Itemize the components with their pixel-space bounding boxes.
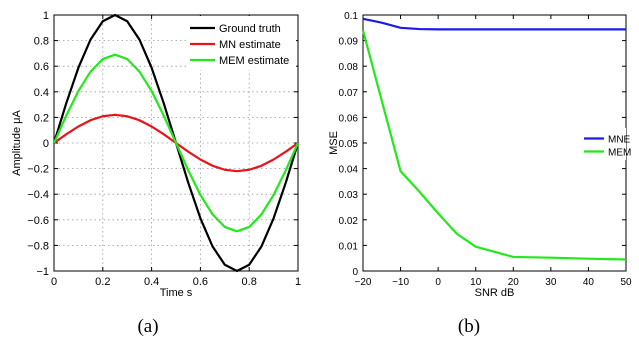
y-tick-label: 0.03 [339, 190, 359, 201]
y-tick-label: −0.8 [27, 240, 49, 252]
chart-panel-b: −20 −10 0 10 20 30 40 50 0 0.01 0.02 0.03 0.04 0.05 0.… [328, 11, 632, 337]
x-tick-label: 20 [508, 277, 520, 288]
y-tick-label: 0.04 [339, 165, 359, 176]
y-tick-label: 0 [352, 267, 358, 278]
series-line-mem [361, 30, 627, 261]
x-tick-label: 0.2 [95, 276, 110, 288]
series-line-mne [362, 17, 626, 31]
x-tick-label: 30 [545, 277, 557, 288]
y-axis-label: MSE [328, 131, 340, 155]
x-tick-label: 0 [51, 276, 57, 288]
y-tick-label: 0.01 [339, 241, 359, 252]
y-tick-label: 0.08 [339, 62, 359, 73]
x-tick-label: −20 [355, 277, 372, 288]
y-tick-label: 0.6 [34, 61, 49, 73]
y-tick-label: 1 [43, 10, 49, 22]
y-tick-label: 0.05 [339, 139, 359, 150]
figure-caption: (a) [137, 316, 158, 337]
legend-label: Ground truth [219, 23, 281, 35]
legend-box [580, 128, 626, 160]
x-tick-label: 0.8 [242, 276, 257, 288]
y-tick-label: 0 [43, 138, 49, 150]
y-tick-label: 0.8 [34, 36, 49, 48]
x-tick-label: 50 [620, 277, 632, 288]
y-tick-label: 0.2 [34, 112, 49, 124]
legend-label: MEM estimate [219, 55, 289, 67]
y-tick-label: 0.09 [339, 37, 359, 48]
legend-label: MEM [608, 148, 631, 159]
figure-caption: (b) [458, 316, 480, 337]
y-tick-label: 0.1 [344, 11, 358, 22]
x-tick-label: 1 [295, 276, 301, 288]
y-tick-label: −1 [36, 266, 49, 278]
x-axis-label: Time s [160, 287, 193, 299]
y-tick-label: 0.06 [339, 113, 359, 124]
y-tick-label: −0.4 [27, 189, 49, 201]
x-tick-label: 0.4 [144, 276, 159, 288]
y-tick-label: −0.6 [27, 215, 49, 227]
x-tick-label: 10 [470, 277, 482, 288]
y-tick-label: 0.02 [339, 216, 359, 227]
y-tick-label: 0.07 [339, 88, 359, 99]
legend-label: MNE [608, 135, 631, 146]
x-axis-label: SNR dB [475, 287, 515, 299]
legend-label: MN estimate [219, 39, 281, 51]
y-axis-label: Amplitude μA [11, 110, 23, 176]
chart-panel-a: 0 0.2 0.4 0.6 0.8 1 −1 −0.8 −0.6 −0.4 −0.2 0 0.2 0.4 0… [11, 10, 301, 337]
x-tick-label: 40 [583, 277, 595, 288]
x-tick-label: 0.6 [193, 276, 208, 288]
x-tick-label: −10 [392, 277, 409, 288]
series-line-mem-estimate [52, 53, 300, 233]
y-tick-label: 0.4 [34, 87, 49, 99]
y-tick-label: −0.2 [27, 164, 49, 176]
x-tick-label: 0 [435, 277, 441, 288]
